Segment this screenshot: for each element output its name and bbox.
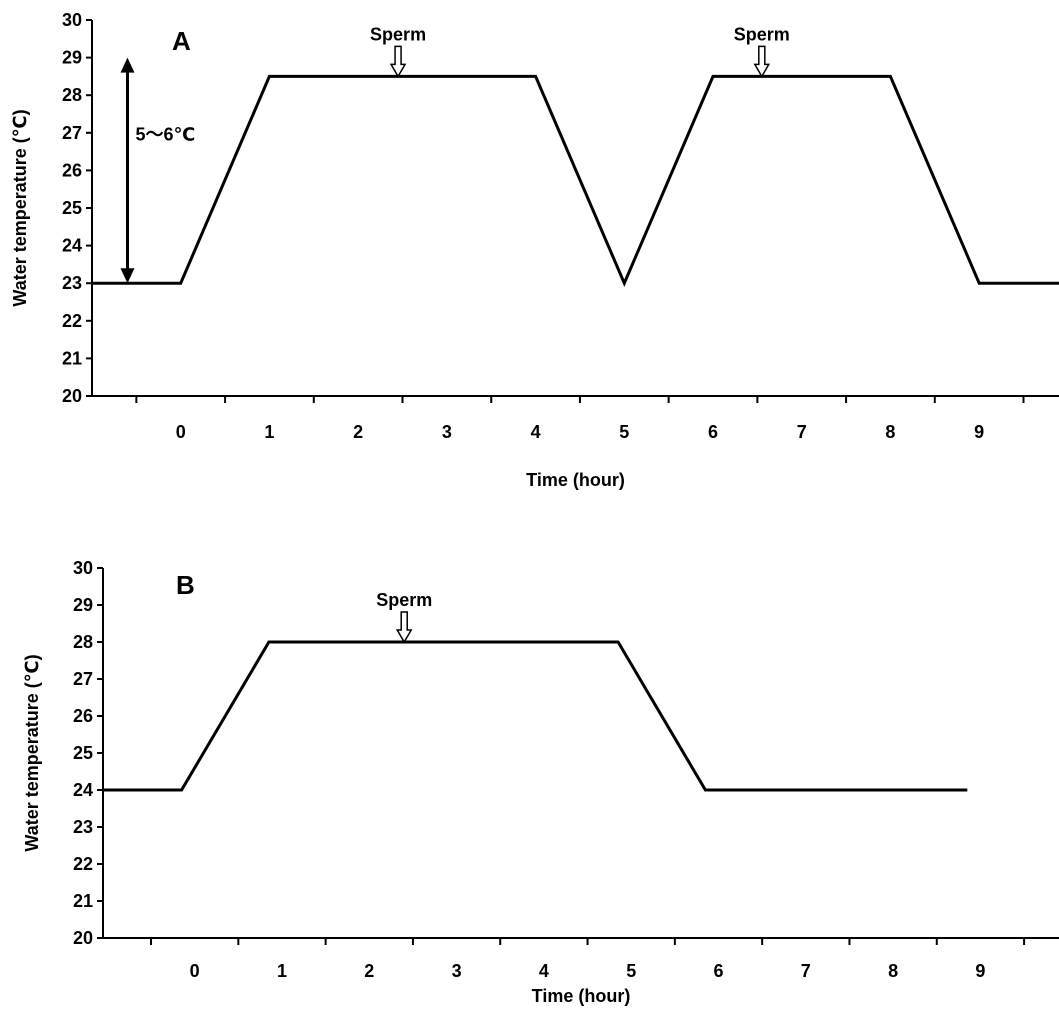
panel-label: B	[176, 570, 195, 600]
x-tick-label: 8	[888, 961, 898, 981]
y-tick-label: 27	[62, 123, 82, 143]
x-tick-label: 8	[885, 422, 895, 442]
sperm-label: Sperm	[734, 24, 790, 44]
y-tick-label: 24	[73, 780, 93, 800]
sperm-label: Sperm	[376, 590, 432, 610]
y-tick-label: 23	[62, 273, 82, 293]
y-tick-label: 22	[73, 854, 93, 874]
y-tick-label: 26	[62, 160, 82, 180]
y-axis-title: Water temperature (℃)	[10, 109, 30, 306]
x-axis-title: Time (hour)	[532, 986, 631, 1006]
sperm-arrow-icon	[753, 45, 771, 78]
x-tick-label: 2	[364, 961, 374, 981]
y-tick-label: 24	[62, 236, 82, 256]
y-axis-title: Water temperature (℃)	[22, 654, 42, 851]
y-tick-label: 25	[73, 743, 93, 763]
y-tick-label: 28	[62, 85, 82, 105]
x-tick-label: 9	[975, 961, 985, 981]
x-tick-label: 9	[974, 422, 984, 442]
temperature-series-line	[103, 640, 968, 792]
y-tick-label: 27	[73, 669, 93, 689]
x-tick-label: 0	[190, 961, 200, 981]
temperature-series-line	[92, 74, 1059, 288]
x-tick-label: 1	[264, 422, 274, 442]
y-tick-label: 30	[62, 10, 82, 30]
sperm-arrow-icon	[395, 611, 413, 644]
x-tick-label: 2	[353, 422, 363, 442]
arrow-up-icon	[120, 57, 135, 73]
x-tick-label: 0	[176, 422, 186, 442]
x-tick-label: 4	[539, 961, 549, 981]
arrow-down-icon	[120, 268, 135, 284]
x-axis-title: Time (hour)	[526, 470, 625, 490]
x-tick-label: 5	[626, 961, 636, 981]
y-tick-label: 20	[62, 386, 82, 406]
range-label: 5～6℃	[135, 124, 195, 144]
y-tick-label: 29	[73, 595, 93, 615]
x-tick-label: 3	[442, 422, 452, 442]
y-tick-label: 20	[73, 928, 93, 948]
x-tick-label: 7	[797, 422, 807, 442]
y-tick-label: 21	[73, 891, 93, 911]
sperm-label: Sperm	[370, 24, 426, 44]
x-tick-label: 3	[452, 961, 462, 981]
x-tick-label: 1	[277, 961, 287, 981]
x-tick-label: 7	[801, 961, 811, 981]
y-tick-label: 28	[73, 632, 93, 652]
x-tick-label: 5	[619, 422, 629, 442]
y-tick-label: 21	[62, 348, 82, 368]
panel-label: A	[172, 26, 191, 56]
y-tick-label: 22	[62, 311, 82, 331]
y-tick-label: 26	[73, 706, 93, 726]
y-tick-label: 30	[73, 558, 93, 578]
y-tick-label: 29	[62, 48, 82, 68]
x-tick-label: 6	[713, 961, 723, 981]
x-tick-label: 4	[531, 422, 541, 442]
sperm-arrow-icon	[389, 45, 407, 78]
x-tick-label: 6	[708, 422, 718, 442]
y-tick-label: 25	[62, 198, 82, 218]
y-tick-label: 23	[73, 817, 93, 837]
